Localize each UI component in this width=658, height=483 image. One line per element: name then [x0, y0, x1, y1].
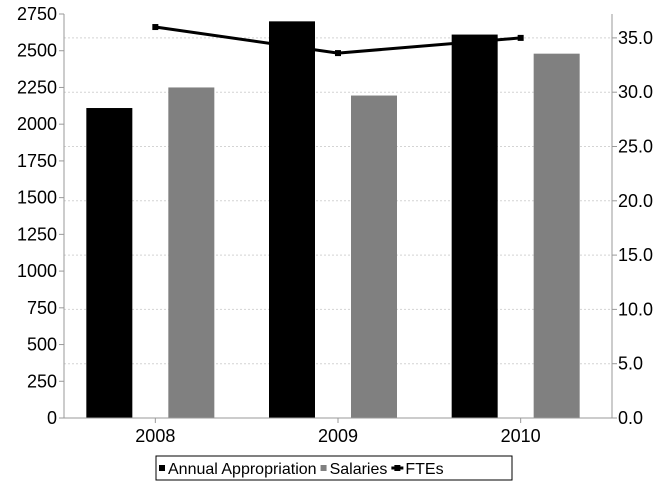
y-right-tick-label: 20.0 [618, 191, 653, 211]
y-right-tick-label: 0.0 [618, 408, 643, 428]
legend-label: Annual Appropriation [168, 461, 317, 478]
y-right-tick-label: 15.0 [618, 245, 653, 265]
bar [86, 108, 133, 418]
y-left-tick-label: 2750 [17, 4, 57, 24]
x-tick-label: 2010 [501, 426, 541, 446]
y-left-tick-label: 750 [27, 298, 57, 318]
y-left-tick-label: 1250 [17, 224, 57, 244]
legend-label: Salaries [330, 461, 388, 478]
plot-area [64, 14, 612, 418]
y-left-tick-label: 0 [47, 408, 57, 428]
y-right-tick-label: 25.0 [618, 136, 653, 156]
legend-swatch [320, 465, 327, 471]
y-right-tick-label: 30.0 [618, 82, 653, 102]
y-left-tick-label: 1750 [17, 151, 57, 171]
bar [269, 21, 315, 418]
legend-swatch [159, 465, 165, 471]
y-right-tick-label: 5.0 [618, 354, 643, 374]
x-tick-label: 2009 [318, 426, 358, 446]
line-point [152, 24, 159, 31]
legend-box [155, 455, 513, 481]
y-left-tick-label: 2500 [17, 41, 57, 61]
legend-swatch [394, 465, 401, 471]
y-left-tick-label: 2250 [17, 77, 57, 97]
y-right-tick-label: 35.0 [618, 28, 653, 48]
y-left-tick-label: 250 [27, 371, 57, 391]
line-point [517, 34, 524, 41]
bar [533, 53, 580, 418]
y-left-tick-label: 1000 [17, 261, 57, 281]
bar [168, 87, 215, 419]
x-tick-label: 2008 [135, 426, 175, 446]
bar [451, 34, 498, 419]
y-left-tick-label: 500 [27, 335, 57, 355]
legend-label: FTEs [405, 461, 443, 478]
bar [351, 95, 397, 418]
y-left-tick-label: 2000 [17, 114, 57, 134]
y-left-tick-label: 1500 [17, 188, 57, 208]
y-right-tick-label: 10.0 [618, 299, 653, 319]
line-point [335, 50, 341, 57]
